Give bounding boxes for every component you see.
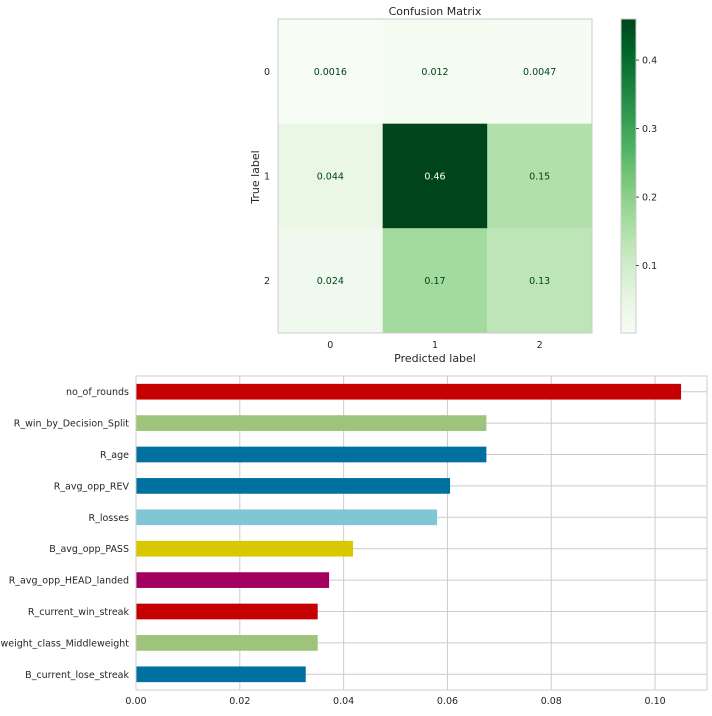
confusion-matrix-x-ticks: 0 1 2 — [327, 340, 542, 351]
confusion-matrix-cell-label: 0.024 — [317, 276, 344, 287]
bar-x-tick-label: 0.00 — [125, 696, 146, 707]
colorbar — [620, 18, 637, 334]
confusion-matrix-x-tick-label: 2 — [537, 340, 543, 351]
bar — [136, 540, 353, 557]
bar-category-label: R_avg_opp_REV — [54, 481, 130, 492]
confusion-matrix-cell — [487, 228, 592, 333]
confusion-matrix-cell — [278, 123, 383, 229]
colorbar-tick-label: 0.3 — [642, 124, 657, 135]
bar-category-label: R_avg_opp_HEAD_landed — [9, 576, 129, 587]
bar-category-label: R_losses — [89, 513, 130, 524]
bar — [136, 666, 306, 683]
feature-importance-chart: no_of_rounds R_win_by_Decision_Split R_age… — [0, 375, 708, 707]
confusion-matrix-cell — [278, 19, 383, 124]
bar-x-tick-label: 0.10 — [645, 696, 666, 707]
bar — [136, 572, 330, 588]
bar — [136, 603, 318, 620]
colorbar-tick-label: 0.4 — [642, 56, 657, 67]
colorbar-tick-label: 0.2 — [642, 193, 657, 204]
confusion-matrix-cell-label: 0.15 — [529, 172, 550, 183]
bar — [136, 635, 318, 651]
bar-x-tick-label: 0.04 — [333, 696, 354, 707]
bar-category-label: R_current_win_streak — [28, 607, 130, 618]
bar — [136, 383, 682, 400]
bar — [136, 415, 487, 431]
confusion-matrix-cell-label: 0.46 — [424, 172, 445, 183]
confusion-matrix-cell — [487, 123, 592, 229]
bar-x-tick-label: 0.08 — [541, 696, 562, 707]
confusion-matrix-xlabel: Predicted label — [394, 352, 476, 365]
confusion-matrix-cell-label: 0.13 — [529, 276, 550, 287]
confusion-matrix-cell-label: 0.0047 — [523, 67, 556, 78]
bar-chart-bars — [136, 383, 682, 683]
confusion-matrix-y-tick-label: 1 — [264, 172, 270, 183]
confusion-matrix-cells: 0.0016 0.012 0.0047 0.044 0.46 0.15 0.024 0.17 0… — [278, 19, 592, 333]
confusion-matrix-y-tick-label: 0 — [264, 67, 270, 78]
confusion-matrix-frame — [277, 18, 593, 334]
confusion-matrix-cell — [382, 19, 488, 124]
confusion-matrix-cell-label: 0.0016 — [314, 67, 347, 78]
confusion-matrix-y-tick-label: 2 — [264, 276, 270, 287]
confusion-matrix-x-tick-label: 1 — [432, 340, 438, 351]
bar-category-label: R_win_by_Decision_Split — [14, 419, 129, 430]
confusion-matrix-x-tick-label: 0 — [327, 340, 333, 351]
bar-chart-x-ticks: 0.00 0.02 0.04 0.06 0.08 0.10 — [125, 696, 665, 707]
bar-category-label: no_of_rounds — [66, 387, 129, 398]
confusion-matrix-y-ticks: 0 1 2 — [264, 67, 270, 287]
confusion-matrix-cell-label: 0.044 — [317, 172, 344, 183]
confusion-matrix-title: Confusion Matrix — [389, 5, 482, 18]
bar — [136, 446, 487, 463]
bar — [136, 478, 451, 494]
colorbar-ticks: 0.1 0.2 0.3 0.4 — [636, 56, 657, 272]
confusion-matrix-cell-label: 0.17 — [424, 276, 445, 287]
bar — [136, 509, 438, 526]
bar-x-tick-label: 0.02 — [229, 696, 250, 707]
confusion-matrix-ylabel: True label — [249, 150, 262, 204]
confusion-matrix-cell — [278, 228, 383, 333]
bar-category-label: B_avg_opp_PASS — [49, 544, 129, 555]
confusion-matrix-cell-label: 0.012 — [421, 67, 448, 78]
confusion-matrix-cell — [382, 228, 488, 333]
confusion-matrix-cell — [382, 123, 488, 229]
bar-chart-frame — [135, 375, 708, 691]
bar-category-label: R_age — [100, 450, 129, 461]
bar-x-tick-label: 0.06 — [437, 696, 458, 707]
confusion-matrix-cell — [487, 19, 592, 124]
bar-category-label: B_current_lose_streak — [25, 670, 129, 681]
bar-category-label: weight_class_Middleweight — [0, 638, 129, 649]
bar-chart-y-ticks: no_of_rounds R_win_by_Decision_Split R_age… — [0, 387, 129, 681]
colorbar-tick-label: 0.1 — [642, 261, 657, 272]
